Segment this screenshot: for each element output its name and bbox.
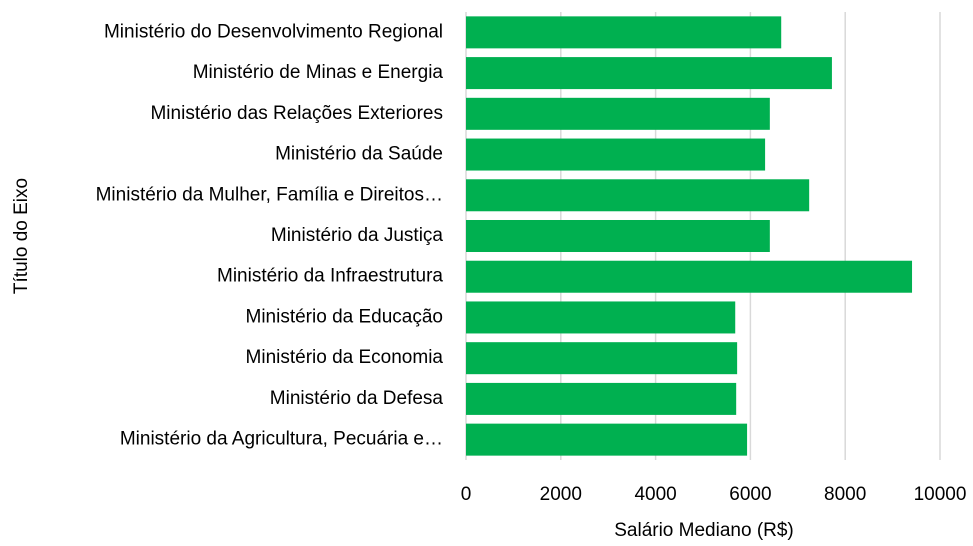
bar [466, 220, 770, 252]
y-tick-label: Ministério de Minas e Energia [193, 62, 444, 83]
x-axis-title: Salário Mediano (R$) [614, 520, 794, 541]
bar [466, 57, 832, 90]
y-tick-label: Ministério da Economia [246, 347, 444, 368]
x-tick-label: 4000 [634, 484, 676, 505]
y-tick-label: Ministério da Saúde [275, 144, 443, 165]
bar [466, 97, 770, 130]
y-tick-label: Ministério da Infraestrutura [217, 266, 443, 287]
y-tick-label: Ministério da Defesa [270, 388, 444, 409]
bar [466, 179, 810, 212]
bar [466, 423, 748, 456]
bar [466, 260, 913, 293]
y-tick-label: Ministério da Justiça [271, 225, 444, 246]
x-tick-label: 10000 [914, 484, 967, 505]
x-tick-label: 2000 [540, 484, 582, 505]
y-tick-label: Ministério das Relações Exteriores [150, 103, 443, 124]
bar [466, 16, 782, 49]
y-axis-title: Título do Eixo [11, 178, 32, 294]
y-tick-label: Ministério da Agricultura, Pecuária e… [120, 429, 443, 450]
x-tick-label: 8000 [824, 484, 866, 505]
x-tick-label: 6000 [729, 484, 771, 505]
x-tick-label: 0 [461, 484, 472, 505]
y-tick-label: Ministério da Educação [246, 306, 444, 327]
bar [466, 382, 737, 415]
y-tick-label: Ministério da Mulher, Família e Direitos… [96, 184, 443, 205]
y-tick-label: Ministério do Desenvolvimento Regional [104, 21, 443, 42]
bar [466, 138, 766, 171]
bar [466, 342, 738, 375]
bar [466, 301, 736, 334]
